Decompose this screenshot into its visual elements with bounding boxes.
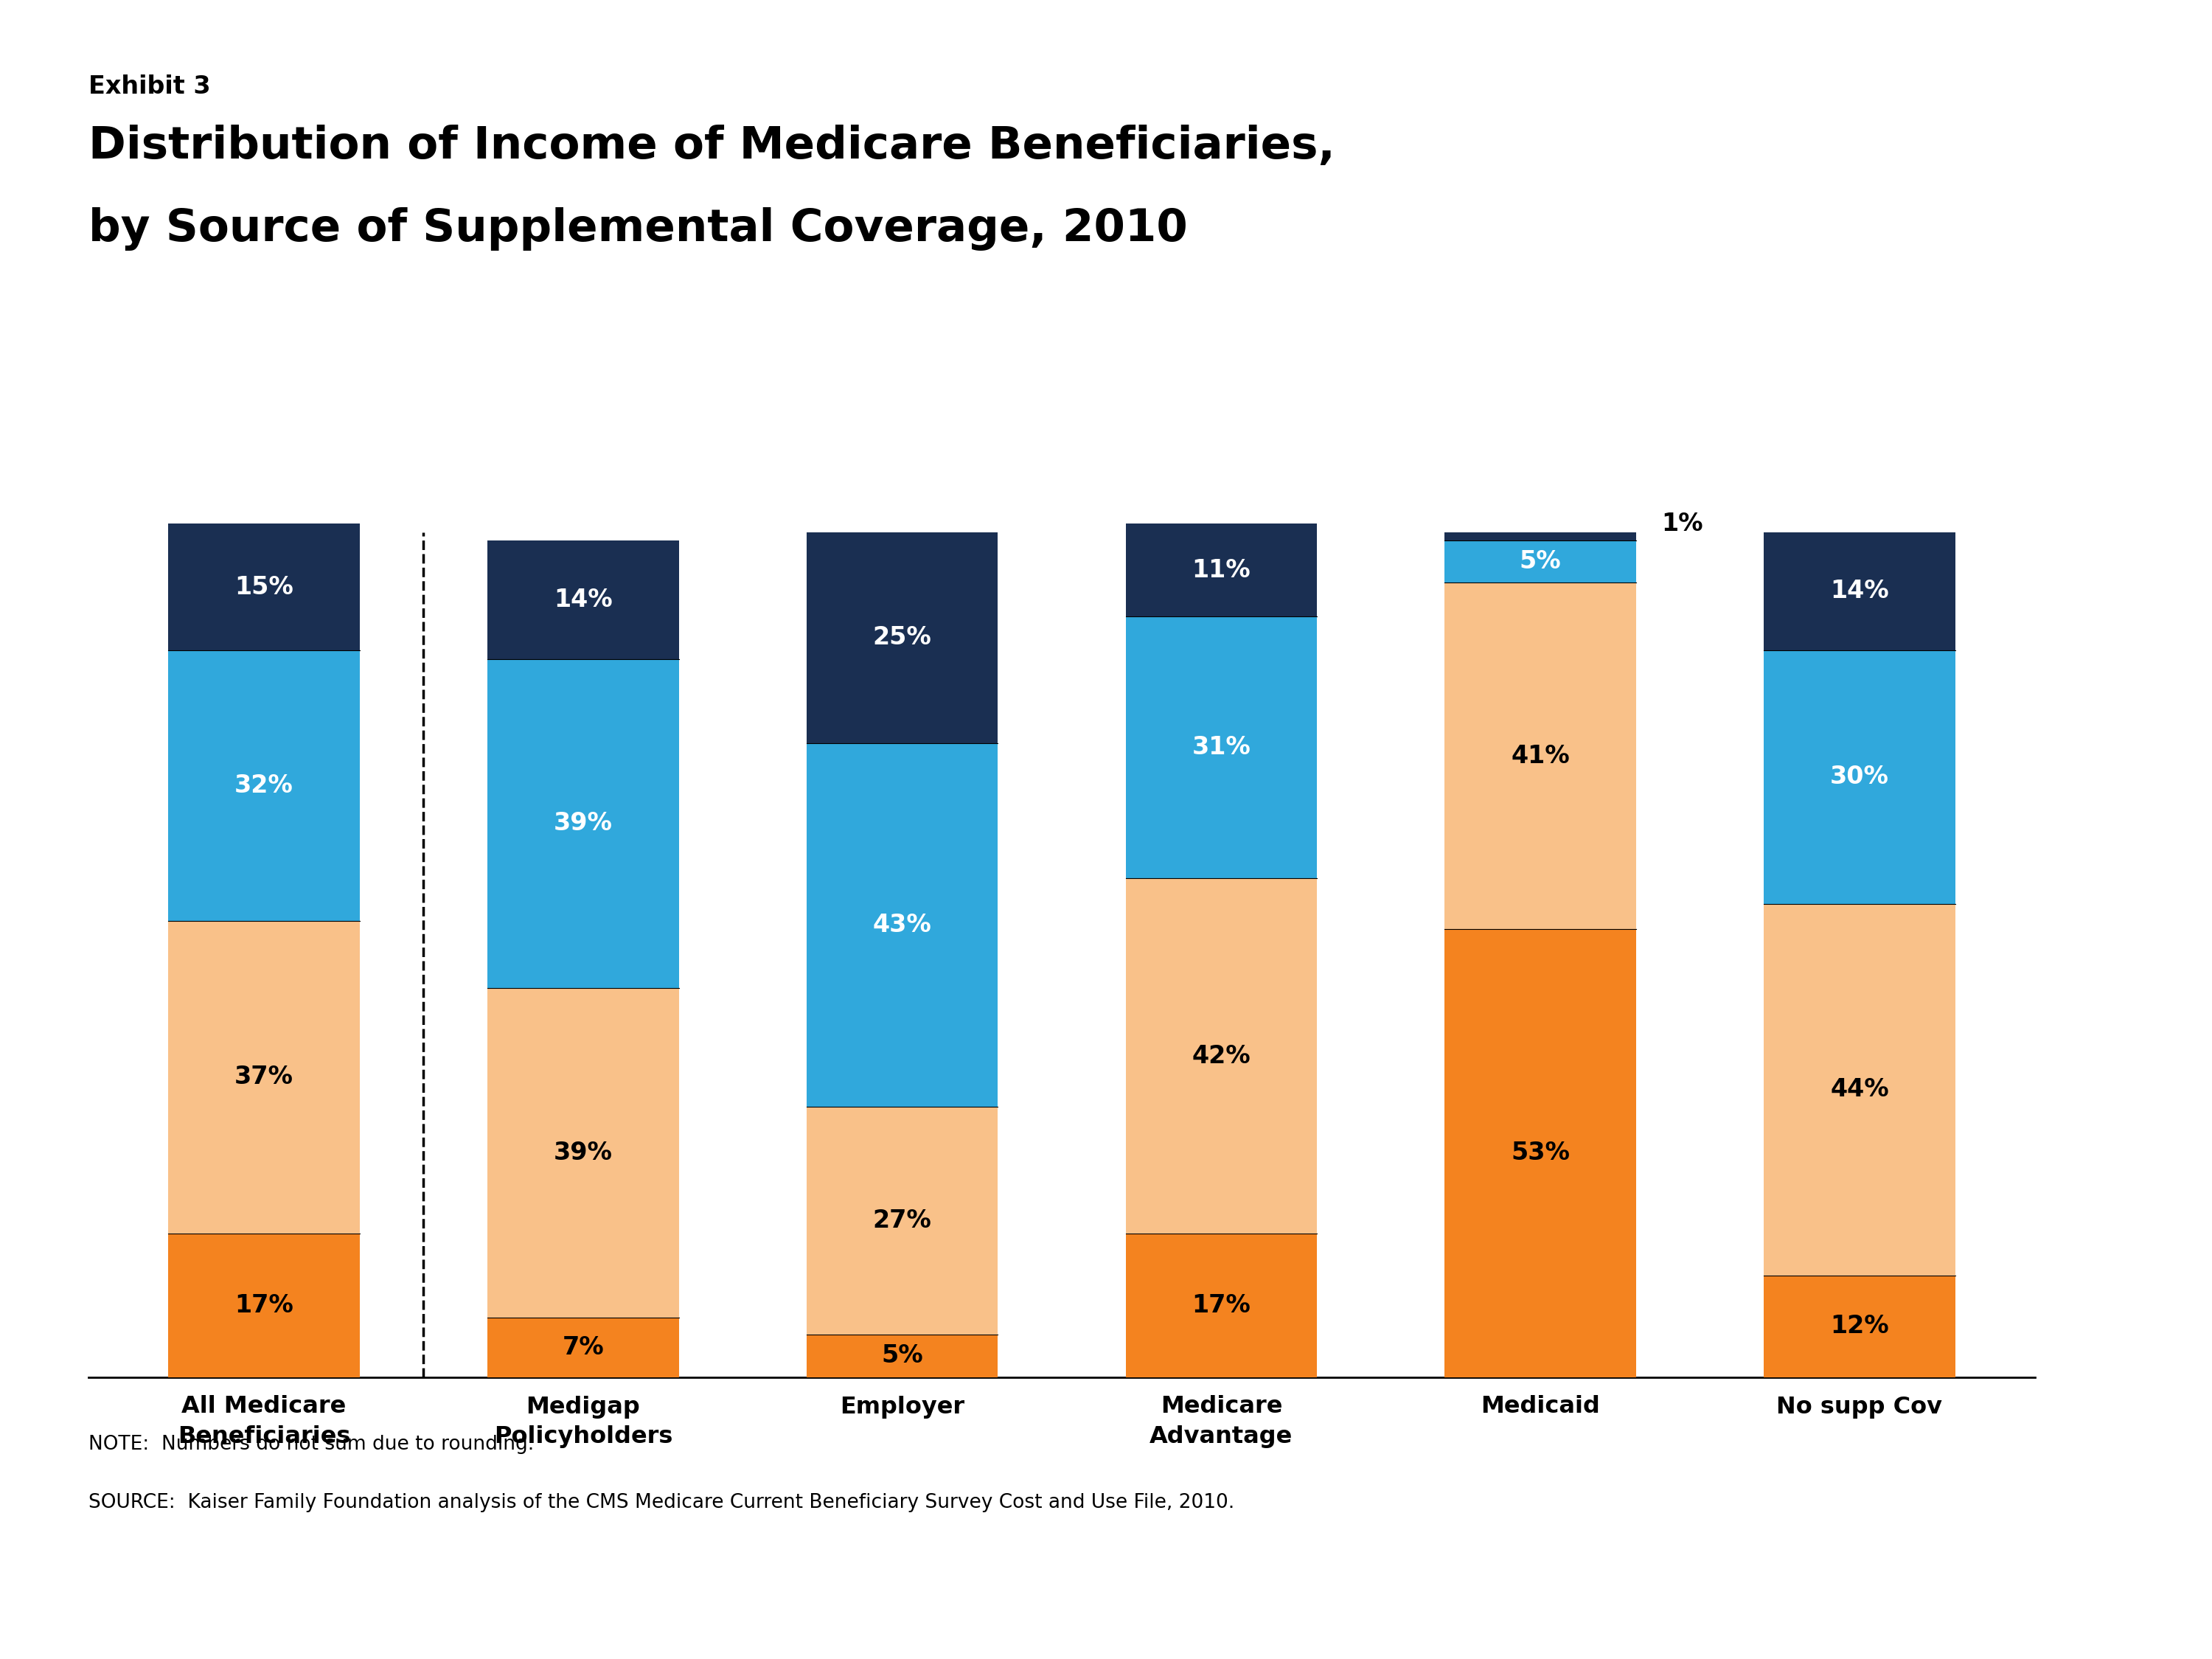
Text: 14%: 14% xyxy=(553,587,613,612)
Bar xyxy=(1126,879,1316,1233)
Text: Distribution of Income of Medicare Beneficiaries,: Distribution of Income of Medicare Benef… xyxy=(88,124,1336,168)
Bar xyxy=(1444,929,1637,1377)
Text: 17%: 17% xyxy=(234,1292,294,1317)
Bar xyxy=(487,1317,679,1377)
Bar xyxy=(807,533,998,743)
Text: 5%: 5% xyxy=(1520,549,1562,574)
Text: THE HENRY J.: THE HENRY J. xyxy=(2020,1490,2081,1500)
Bar xyxy=(487,541,679,659)
Bar xyxy=(1126,524,1316,617)
Bar xyxy=(168,650,361,921)
Text: SOURCE:  Kaiser Family Foundation analysis of the CMS Medicare Current Beneficia: SOURCE: Kaiser Family Foundation analysi… xyxy=(88,1493,1234,1513)
Text: FAMILY: FAMILY xyxy=(2017,1563,2084,1579)
Text: by Source of Supplemental Coverage, 2010: by Source of Supplemental Coverage, 2010 xyxy=(88,207,1188,251)
Bar xyxy=(1126,617,1316,879)
Bar xyxy=(487,659,679,989)
Bar xyxy=(1763,904,1955,1276)
Text: 39%: 39% xyxy=(553,1141,613,1165)
Bar xyxy=(1444,582,1637,929)
Text: Exhibit 3: Exhibit 3 xyxy=(88,75,210,100)
Text: KAISER: KAISER xyxy=(2015,1530,2086,1548)
Text: 32%: 32% xyxy=(234,773,294,798)
Bar xyxy=(807,1107,998,1335)
Text: 11%: 11% xyxy=(1192,557,1250,582)
Text: 43%: 43% xyxy=(874,912,931,937)
Text: 53%: 53% xyxy=(1511,1141,1571,1165)
Bar xyxy=(807,743,998,1107)
Text: 7%: 7% xyxy=(562,1335,604,1360)
Text: 25%: 25% xyxy=(874,625,931,650)
Bar xyxy=(1763,533,1955,650)
Bar xyxy=(168,921,361,1233)
Bar xyxy=(1126,1233,1316,1377)
Text: 12%: 12% xyxy=(1829,1314,1889,1339)
Text: 44%: 44% xyxy=(1829,1078,1889,1102)
Bar xyxy=(1444,541,1637,582)
Text: NOTE:  Numbers do not sum due to rounding.: NOTE: Numbers do not sum due to rounding… xyxy=(88,1435,533,1455)
Bar xyxy=(168,524,361,650)
Text: 15%: 15% xyxy=(234,576,294,599)
Bar xyxy=(1444,533,1637,541)
Text: 14%: 14% xyxy=(1829,579,1889,604)
Text: FOUNDATION: FOUNDATION xyxy=(2020,1609,2081,1619)
Bar xyxy=(487,989,679,1317)
Text: 41%: 41% xyxy=(1511,743,1571,768)
Text: 17%: 17% xyxy=(1192,1292,1250,1317)
Bar xyxy=(1763,1276,1955,1377)
Bar xyxy=(807,1335,998,1377)
Bar xyxy=(168,1233,361,1377)
Text: 1%: 1% xyxy=(1661,511,1703,536)
Text: 31%: 31% xyxy=(1192,735,1250,760)
Text: 39%: 39% xyxy=(553,811,613,836)
Text: 42%: 42% xyxy=(1192,1044,1250,1068)
Text: 30%: 30% xyxy=(1829,765,1889,790)
Text: 37%: 37% xyxy=(234,1065,294,1090)
Text: 5%: 5% xyxy=(880,1344,922,1369)
Text: 27%: 27% xyxy=(874,1208,931,1233)
Bar xyxy=(1763,650,1955,904)
